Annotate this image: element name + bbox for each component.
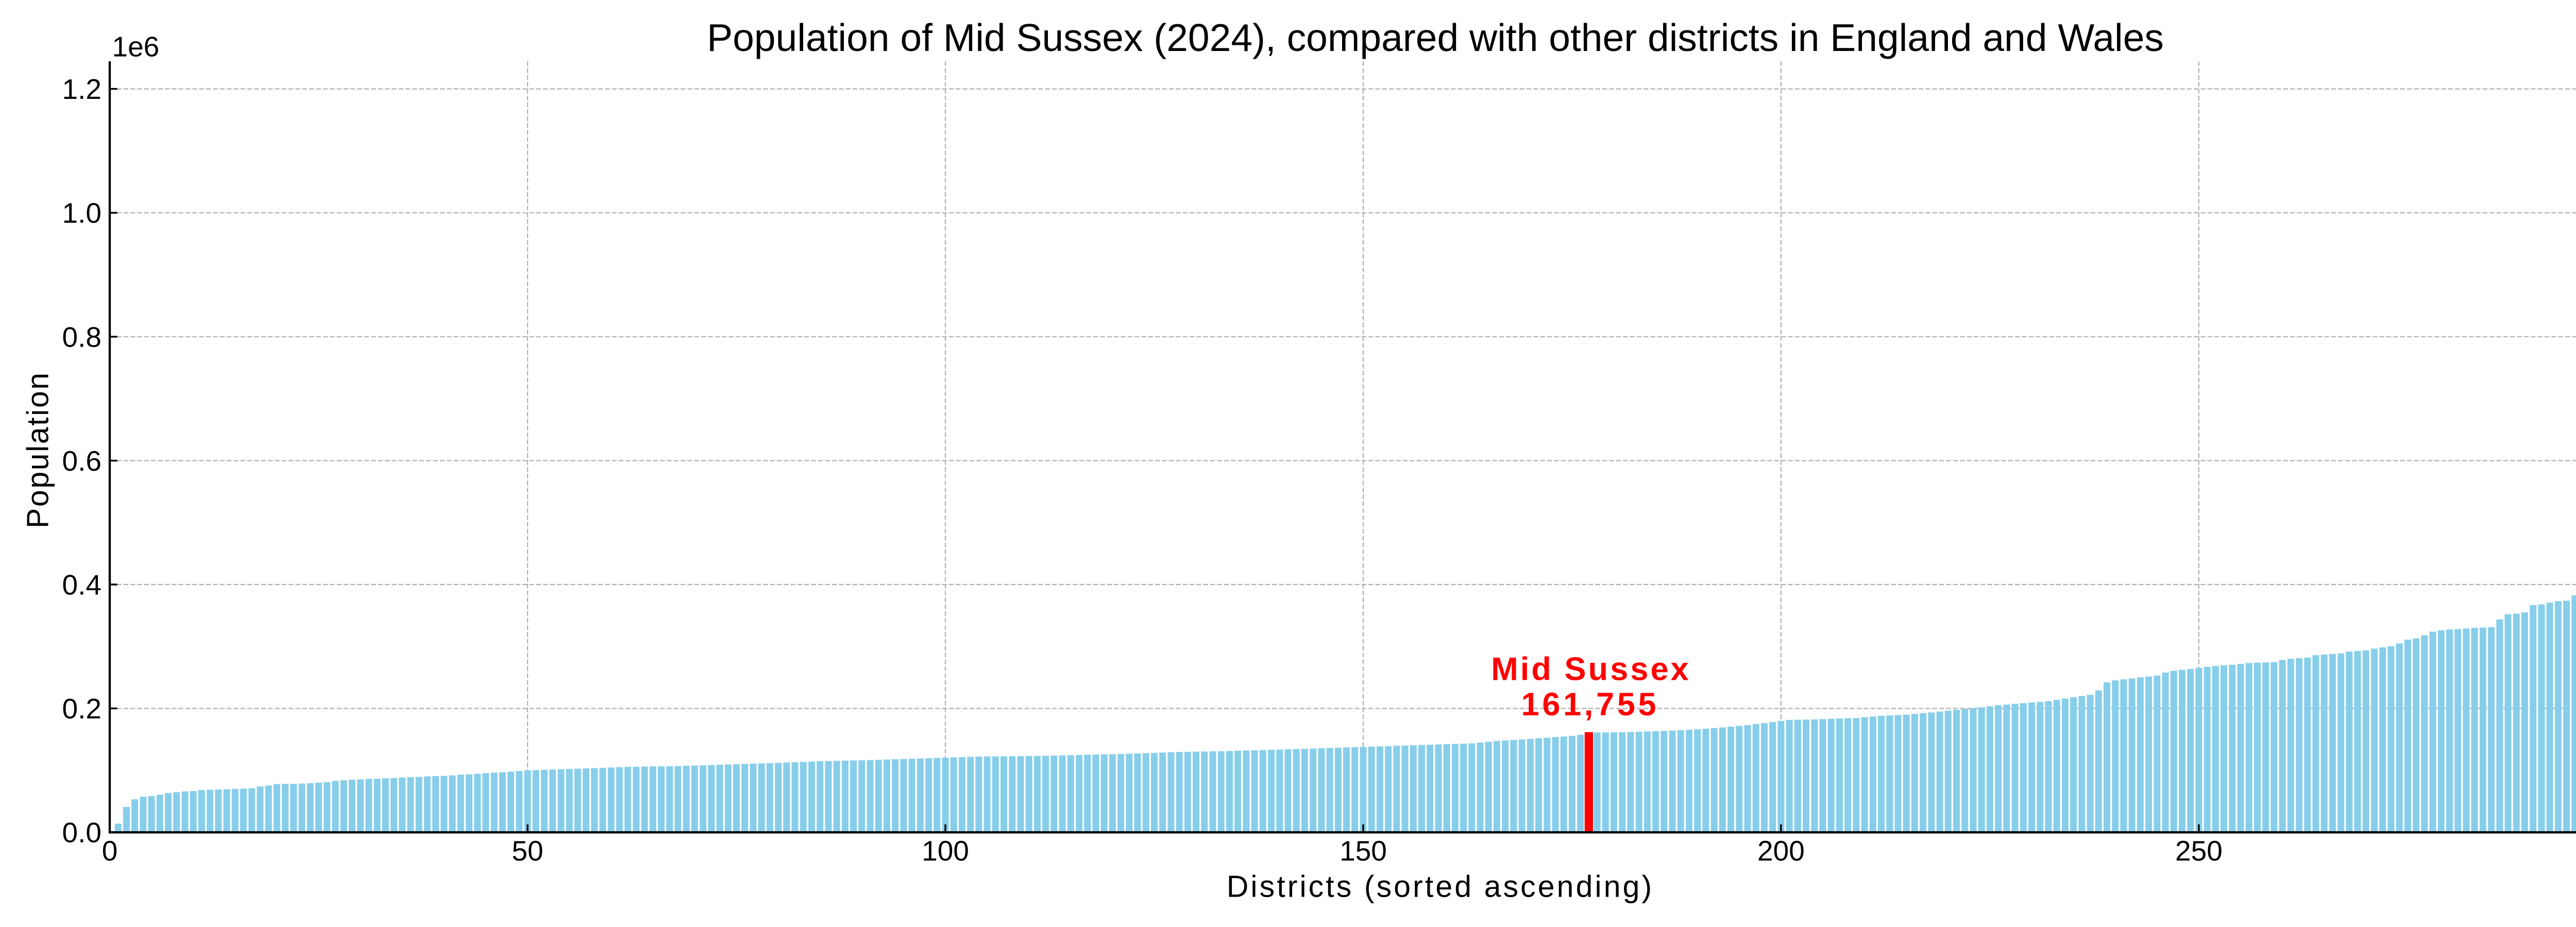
svg-text:0.2: 0.2 — [62, 693, 101, 725]
svg-text:50: 50 — [512, 835, 543, 867]
svg-text:1.0: 1.0 — [62, 197, 101, 229]
svg-text:200: 200 — [1757, 835, 1805, 867]
svg-text:100: 100 — [922, 835, 969, 867]
svg-text:0.0: 0.0 — [62, 817, 101, 849]
svg-text:1.2: 1.2 — [62, 73, 101, 105]
svg-text:0.4: 0.4 — [62, 569, 101, 601]
svg-text:Districts (sorted ascending): Districts (sorted ascending) — [1227, 870, 1654, 904]
svg-text:0: 0 — [102, 835, 118, 867]
svg-text:1e6: 1e6 — [112, 31, 160, 63]
svg-text:Population: Population — [21, 371, 55, 528]
svg-text:150: 150 — [1340, 835, 1387, 867]
svg-text:Population of Mid Sussex (2024: Population of Mid Sussex (2024), compare… — [707, 16, 2164, 59]
svg-text:Mid Sussex: Mid Sussex — [1491, 651, 1691, 688]
svg-text:0.8: 0.8 — [62, 321, 101, 353]
svg-text:0.6: 0.6 — [62, 445, 101, 477]
svg-text:161,755: 161,755 — [1521, 686, 1659, 723]
svg-text:250: 250 — [2175, 835, 2223, 867]
